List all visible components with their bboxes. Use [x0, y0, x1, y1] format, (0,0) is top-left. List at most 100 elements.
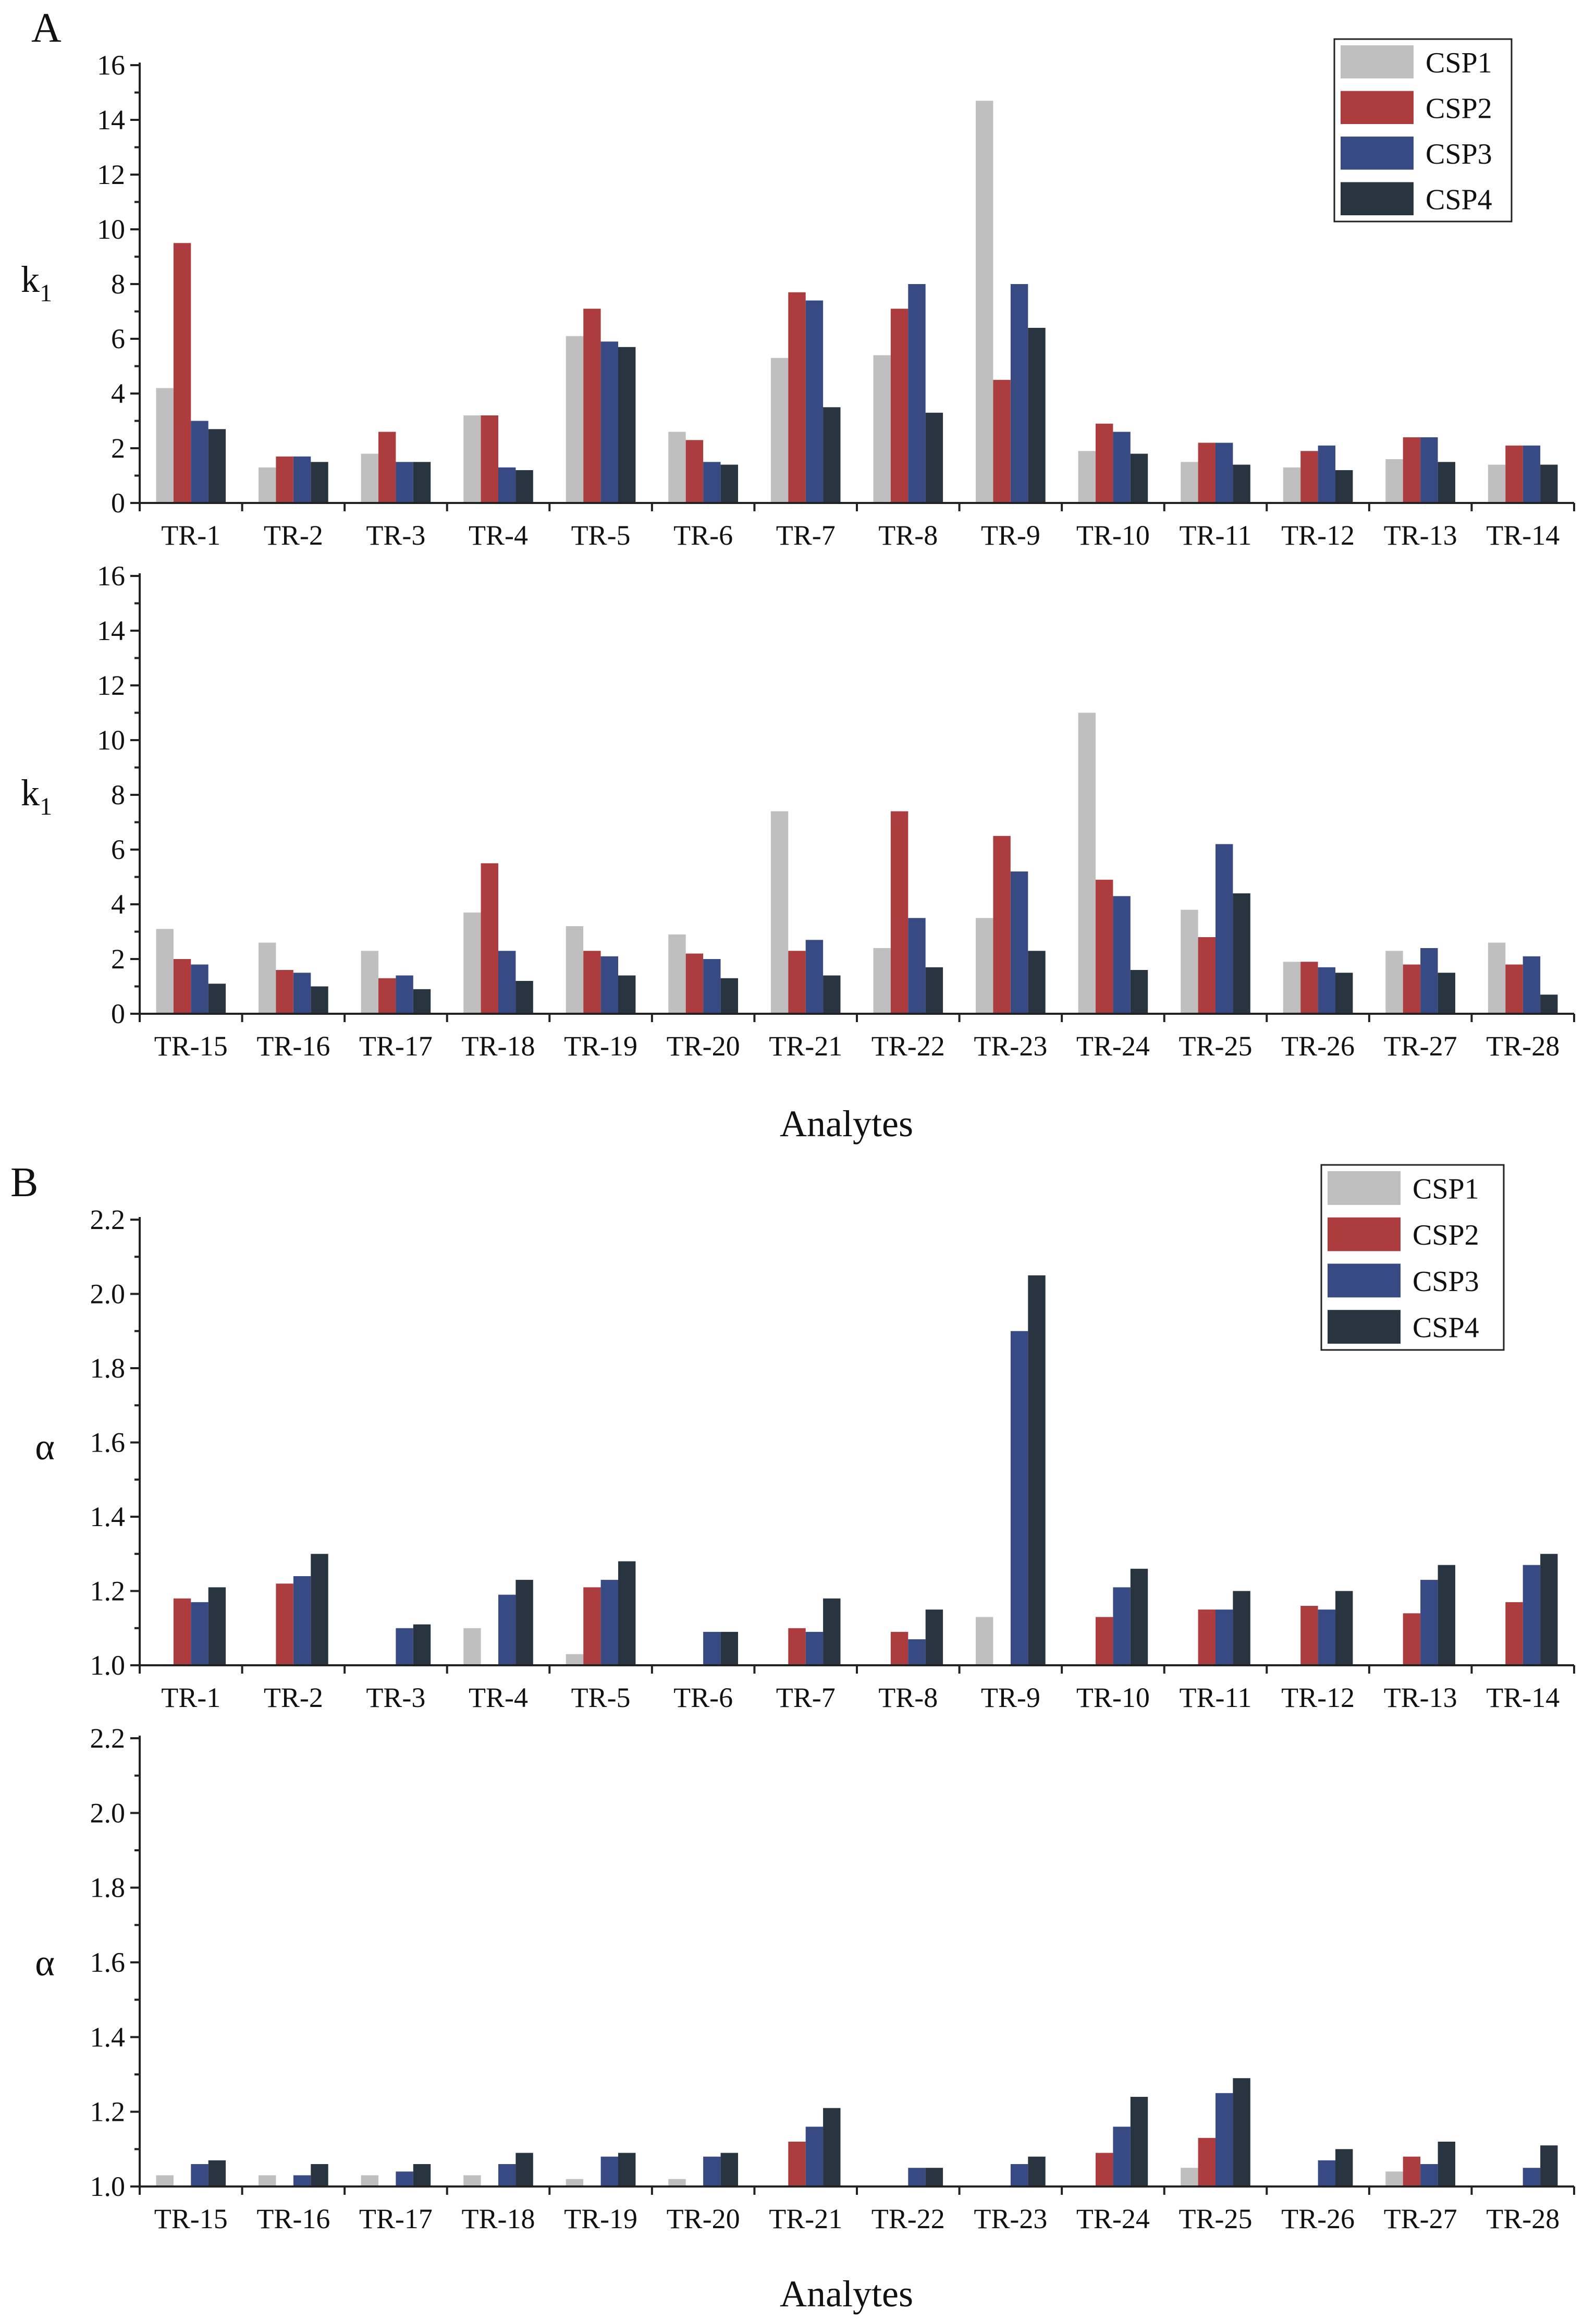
- bar-csp1-tr-18: [463, 2175, 481, 2186]
- bar-csp1-tr-28: [1488, 942, 1506, 1014]
- bar-csp4-tr-7: [823, 407, 841, 503]
- bar-csp2-tr-8: [890, 1631, 909, 1665]
- bar-csp3-tr-8: [908, 284, 926, 503]
- bar-csp3-tr-7: [805, 1631, 824, 1665]
- x-tick-label: TR-24: [1076, 2203, 1150, 2234]
- bar-csp4-tr-5: [618, 347, 636, 503]
- y-tick-label: 10: [97, 214, 125, 245]
- bar-csp2-tr-3: [378, 432, 396, 503]
- y-axis-title: k1: [21, 772, 52, 820]
- x-tick-label: TR-6: [673, 520, 733, 551]
- bar-csp3-tr-4: [498, 467, 516, 503]
- bar-csp1-tr-5: [566, 336, 584, 503]
- bar-csp1-tr-5: [566, 1654, 584, 1665]
- x-tick-label: TR-16: [256, 2203, 330, 2234]
- y-tick-label: 12: [97, 670, 125, 701]
- y-tick-label: 0: [111, 487, 125, 519]
- bar-csp1-tr-1: [156, 388, 174, 503]
- bar-csp2-tr-14: [1505, 445, 1523, 503]
- chart-panel-2: 0 2 4 6 8 10 12 14 16 TR-15 TR-16 TR-17 TR-18 TR-19 TR…: [21, 560, 1575, 1145]
- bar-csp1-tr-23: [976, 918, 993, 1014]
- bar-csp2-tr-28: [1505, 964, 1523, 1014]
- chart-layer: 0 2 4 6 8 10 12 14 16 TR-1 TR-2 TR-3 TR-4 TR-5 TR-6 TR-…: [21, 38, 1575, 2315]
- x-tick-label: TR-4: [469, 520, 528, 551]
- legend: CSP1 CSP2 CSP3 CSP4: [1320, 1164, 1505, 1351]
- x-tick-label: TR-27: [1384, 1030, 1457, 1062]
- bar-csp4-tr-28: [1540, 2145, 1558, 2186]
- legend-label-csp1: CSP1: [1413, 1173, 1479, 1205]
- bar-csp4-tr-4: [515, 1580, 533, 1665]
- bar-csp2-tr-22: [890, 811, 909, 1014]
- x-tick-label: TR-2: [264, 520, 323, 551]
- bar-csp3-tr-20: [703, 959, 721, 1014]
- x-tick-label: TR-20: [667, 1030, 740, 1062]
- bar-csp3-tr-4: [498, 1594, 516, 1665]
- legend-swatch-csp1: [1328, 1171, 1401, 1205]
- bar-csp1-tr-15: [156, 929, 174, 1014]
- y-tick-label: 1.8: [90, 1353, 126, 1384]
- x-tick-label: TR-26: [1281, 1030, 1355, 1062]
- y-tick-label: 8: [111, 779, 125, 810]
- bar-csp2-tr-6: [685, 440, 704, 503]
- y-tick-label: 8: [111, 268, 125, 300]
- bar-csp1-tr-16: [259, 942, 276, 1014]
- bar-csp4-tr-24: [1130, 970, 1148, 1014]
- bar-csp2-tr-14: [1505, 1602, 1523, 1665]
- bar-csp1-tr-16: [259, 2175, 276, 2186]
- bar-csp3-tr-17: [396, 2171, 413, 2186]
- y-tick-label: 1.0: [90, 2171, 126, 2202]
- panel-letter-a: A: [31, 5, 62, 51]
- bar-csp4-tr-9: [1028, 1275, 1046, 1665]
- bar-csp2-tr-23: [993, 836, 1011, 1014]
- bar-csp3-tr-23: [1010, 871, 1028, 1014]
- bar-csp4-tr-15: [208, 2160, 226, 2186]
- bar-csp1-tr-20: [668, 934, 686, 1014]
- bar-csp4-tr-27: [1438, 973, 1455, 1014]
- bar-csp4-tr-25: [1233, 2078, 1250, 2186]
- bar-csp4-tr-23: [1028, 2156, 1046, 2186]
- x-tick-label: TR-19: [564, 2203, 637, 2234]
- bar-csp2-tr-21: [788, 951, 806, 1014]
- bar-csp2-tr-1: [173, 243, 191, 503]
- legend-label-csp4: CSP4: [1426, 183, 1492, 216]
- legend-label-csp3: CSP3: [1413, 1266, 1479, 1298]
- x-tick-label: TR-19: [564, 1030, 637, 1062]
- bar-csp3-tr-25: [1216, 844, 1233, 1014]
- y-tick-label: 4: [111, 378, 125, 409]
- legend: CSP1 CSP2 CSP3 CSP4: [1333, 38, 1513, 223]
- bar-csp3-tr-18: [498, 951, 516, 1014]
- bar-csp2-tr-16: [276, 970, 293, 1014]
- x-tick-label: TR-22: [871, 1030, 945, 1062]
- y-tick-label: 2.0: [90, 1797, 126, 1828]
- bar-csp4-tr-5: [618, 1561, 636, 1665]
- bar-csp1-tr-6: [668, 432, 686, 503]
- bar-csp3-tr-12: [1318, 1610, 1335, 1665]
- bar-csp1-tr-13: [1385, 459, 1403, 503]
- bar-csp3-tr-15: [191, 2164, 208, 2186]
- y-tick-label: 16: [97, 50, 125, 81]
- x-tick-label: TR-8: [878, 1682, 938, 1713]
- bar-csp2-tr-21: [788, 2142, 806, 2186]
- x-tick-label: TR-13: [1384, 520, 1457, 551]
- bar-csp4-tr-22: [925, 2168, 943, 2186]
- x-tick-label: TR-7: [776, 520, 836, 551]
- bar-csp4-tr-2: [311, 1554, 328, 1666]
- bar-csp1-tr-18: [463, 912, 481, 1014]
- bar-csp4-tr-16: [311, 2164, 328, 2186]
- bar-csp2-tr-1: [173, 1598, 191, 1666]
- x-tick-label: TR-14: [1486, 1682, 1560, 1713]
- bar-csp4-tr-16: [311, 986, 328, 1014]
- x-tick-label: TR-9: [981, 520, 1040, 551]
- y-tick-label: 1.6: [90, 1947, 126, 1978]
- bar-csp1-tr-2: [259, 467, 276, 503]
- bar-csp3-tr-17: [396, 975, 413, 1014]
- bar-csp3-tr-24: [1113, 896, 1131, 1014]
- legend-swatch-csp3: [1328, 1263, 1401, 1298]
- bar-csp4-tr-27: [1438, 2142, 1455, 2186]
- bar-csp4-tr-26: [1335, 973, 1353, 1014]
- y-tick-label: 0: [111, 998, 125, 1029]
- bar-csp3-tr-27: [1420, 948, 1438, 1014]
- bar-csp1-tr-19: [566, 2179, 584, 2186]
- bar-csp1-tr-17: [361, 2175, 378, 2186]
